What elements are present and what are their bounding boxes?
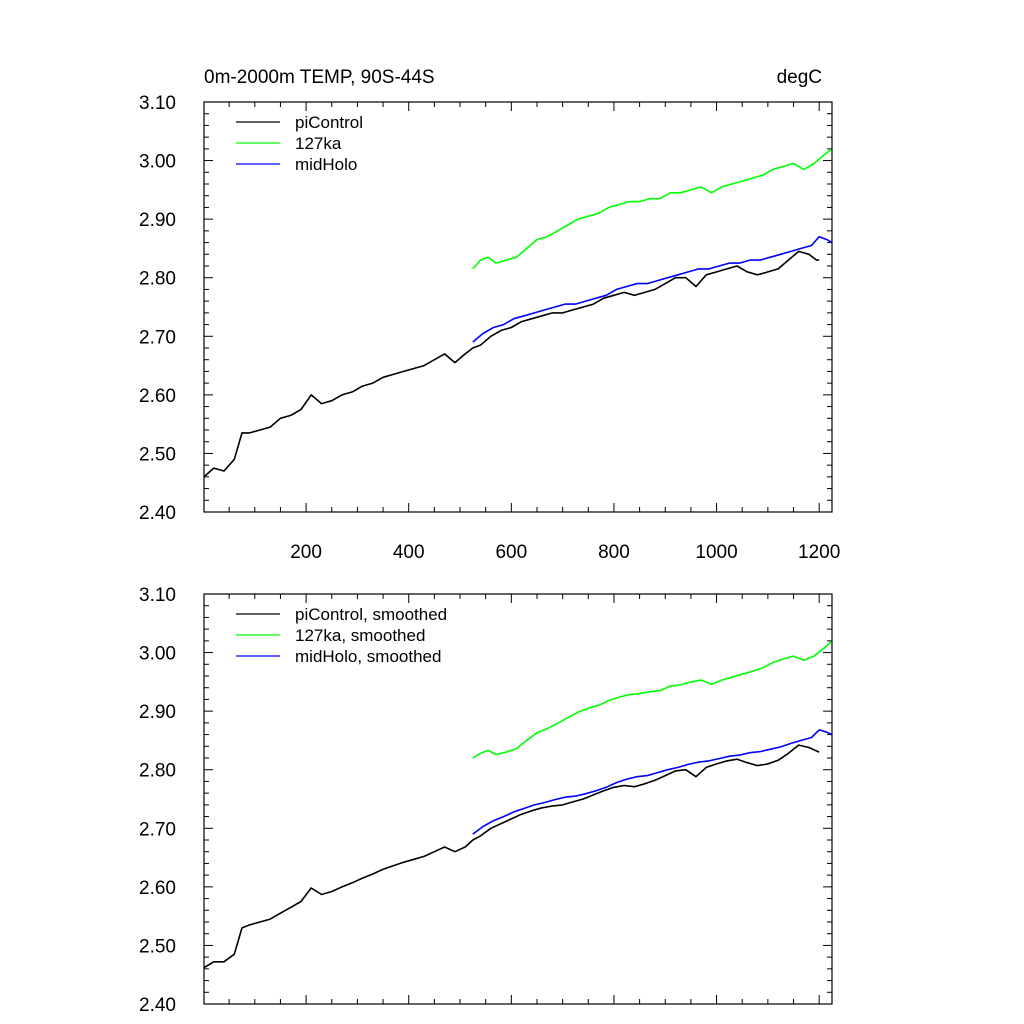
- y-tick-label: 3.10: [139, 93, 176, 114]
- y-tick-label: 2.70: [139, 819, 176, 840]
- legend-label: piControl, smoothed: [295, 605, 447, 624]
- legend-label: midHolo: [295, 155, 357, 174]
- y-tick-label: 2.80: [139, 761, 176, 782]
- x-tick-label: 200: [290, 542, 322, 563]
- series-line: [203, 250, 820, 478]
- y-tick-labels: 2.40 2.50 2.60 2.70 2.80 2.90 3.00 3.10: [139, 93, 176, 524]
- y-tick-label: 3.00: [139, 152, 176, 173]
- x-tick-label: 1200: [798, 542, 840, 563]
- x-tick-labels: 200 400 600 800 1000 1200: [290, 542, 840, 563]
- y-tick-labels: 2.40 2.50 2.60 2.70 2.80 2.90 3.00 3.10: [139, 585, 176, 1016]
- x-tick-label: 1000: [695, 542, 737, 563]
- axis-ticks: [204, 101, 832, 513]
- series-line: [472, 235, 833, 343]
- plot-frame: [203, 101, 833, 513]
- y-tick-label: 2.90: [139, 702, 176, 723]
- legend-label: piControl: [295, 113, 363, 132]
- legend: piControl, smoothed 127ka, smoothed midHol…: [236, 605, 447, 666]
- series-line: [472, 729, 833, 835]
- series-line: [472, 148, 833, 270]
- legend-label: midHolo, smoothed: [295, 647, 441, 666]
- units-label: degC: [777, 67, 822, 88]
- plot-frame: [203, 593, 833, 1005]
- y-tick-label: 2.40: [139, 995, 176, 1016]
- y-tick-label: 2.80: [139, 269, 176, 290]
- series-lines: [203, 640, 833, 969]
- x-tick-label: 800: [598, 542, 630, 563]
- y-tick-label: 3.00: [139, 644, 176, 665]
- series-line: [203, 744, 820, 969]
- x-tick-label: 600: [495, 542, 527, 563]
- y-tick-label: 2.50: [139, 444, 176, 465]
- chart-title: 0m-2000m TEMP, 90S-44S: [204, 67, 435, 88]
- top-panel: 0m-2000m TEMP, 90S-44S degC 2.40 2.50 2.60…: [139, 67, 840, 563]
- legend-label: 127ka: [295, 134, 342, 153]
- bottom-panel: 2.40 2.50 2.60 2.70 2.80 2.90 3.00 3.10 piContr…: [139, 585, 833, 1016]
- y-tick-label: 2.60: [139, 386, 176, 407]
- y-tick-label: 3.10: [139, 585, 176, 606]
- y-tick-label: 2.60: [139, 878, 176, 899]
- series-line: [472, 640, 833, 759]
- y-tick-label: 2.50: [139, 936, 176, 957]
- y-tick-label: 2.70: [139, 327, 176, 348]
- legend: piControl 127ka midHolo: [236, 113, 363, 174]
- series-lines: [203, 148, 833, 478]
- x-tick-label: 400: [393, 542, 425, 563]
- y-tick-label: 2.90: [139, 210, 176, 231]
- legend-label: 127ka, smoothed: [295, 626, 425, 645]
- y-tick-label: 2.40: [139, 503, 176, 524]
